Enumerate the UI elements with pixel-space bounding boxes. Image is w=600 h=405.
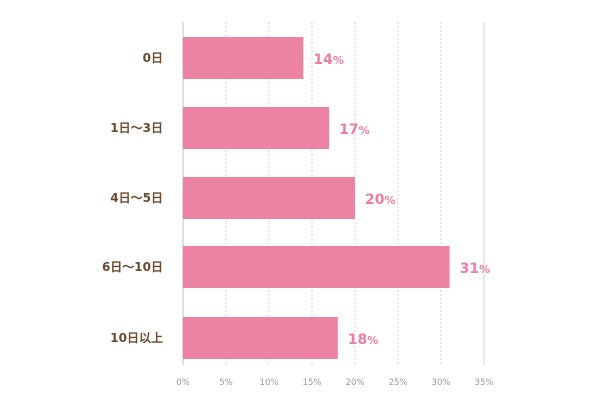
x-tick-label-0: 0% (176, 378, 190, 388)
category-label-2: 4日〜5日 (110, 191, 163, 205)
x-tick-label-6: 30% (432, 378, 451, 388)
x-tick-label-5: 25% (389, 378, 408, 388)
x-tick-label-2: 10% (260, 378, 279, 388)
x-tick-label-3: 15% (303, 378, 322, 388)
value-label-1: 17% (339, 122, 370, 138)
value-label-number-4: 18 (348, 332, 367, 348)
category-label-0: 0日 (143, 51, 163, 65)
category-label-3: 6日〜10日 (102, 260, 163, 274)
value-label-suffix-1: % (359, 124, 370, 137)
value-label-suffix-3: % (479, 263, 490, 276)
bar-0 (183, 37, 304, 79)
x-tick-label-7: 35% (475, 378, 494, 388)
x-tick-label-4: 20% (346, 378, 365, 388)
value-label-number-3: 31 (460, 261, 479, 277)
value-label-suffix-0: % (333, 54, 344, 67)
value-label-suffix-2: % (384, 194, 395, 207)
bar-layer (183, 37, 450, 359)
x-tick-label-1: 5% (219, 378, 233, 388)
value-label-number-1: 17 (339, 122, 358, 138)
tick-layer: 0% 5% 10% 15% 20% 25% 30% 35% (176, 378, 493, 388)
value-label-4: 18% (348, 332, 379, 348)
bar-1 (183, 107, 330, 149)
value-label-suffix-4: % (367, 334, 378, 347)
value-label-3: 31% (460, 261, 491, 277)
bar-2 (183, 177, 355, 219)
label-layer: 0日 14% 1日〜3日 17% 4日〜5日 20% 6日〜10日 31% 10日以上 18% (102, 51, 490, 348)
value-label-2: 20% (365, 192, 396, 208)
category-label-4: 10日以上 (110, 330, 163, 345)
category-label-1: 1日〜3日 (110, 121, 163, 135)
bar-3 (183, 246, 450, 288)
value-label-0: 14% (313, 52, 344, 68)
value-label-number-2: 20 (365, 192, 385, 208)
value-label-number-0: 14 (313, 52, 333, 68)
bar-4 (183, 317, 338, 359)
